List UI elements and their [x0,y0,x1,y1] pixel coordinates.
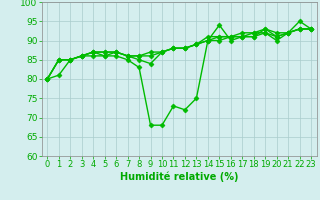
X-axis label: Humidité relative (%): Humidité relative (%) [120,172,238,182]
